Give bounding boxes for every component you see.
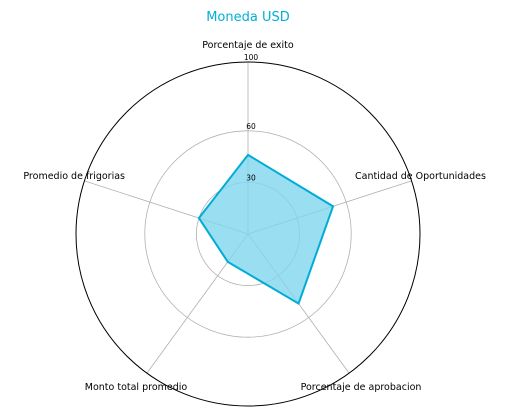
radial-tick-label: 60 (246, 122, 256, 131)
axis-label: Porcentaje de aprobacion (301, 382, 422, 393)
radar-outer-ring (75, 61, 421, 407)
axis-label: Porcentaje de exito (202, 40, 294, 51)
chart-title: Moneda USD (206, 10, 290, 25)
axis-label: Monto total promedio (85, 382, 188, 393)
radial-tick-label: 100 (244, 53, 259, 62)
axis-label: Cantidad de Oportunidades (355, 171, 486, 182)
radar-grid-ring (144, 130, 352, 338)
axis-labels: 30 60 100 Porcentaje de exito Cantidad de Op… (23, 40, 486, 393)
radar-series (197, 153, 335, 306)
radar-series-polygon (197, 153, 335, 306)
axis-label: Promedio de frigorias (23, 171, 125, 182)
radial-tick-label: 30 (246, 173, 256, 182)
